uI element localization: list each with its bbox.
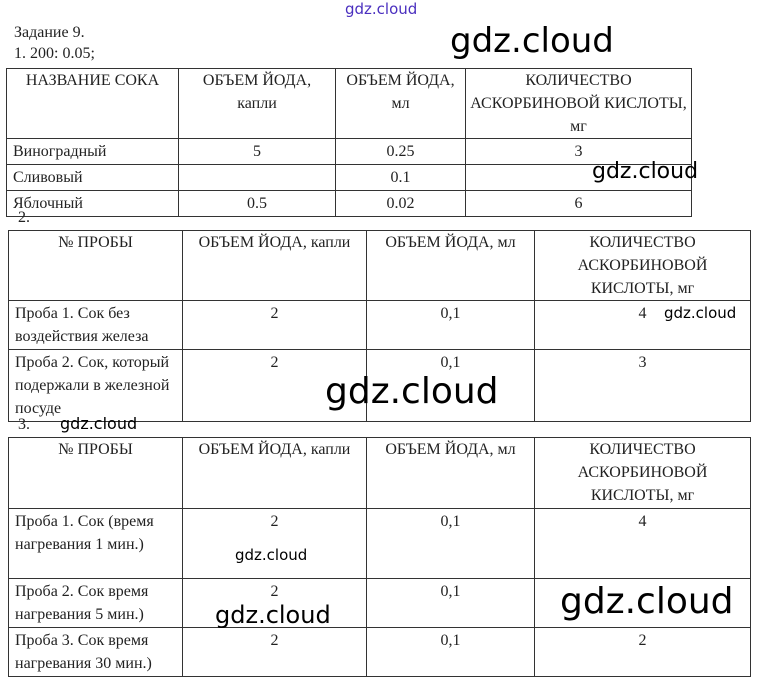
cell: Сливовый: [6, 164, 179, 191]
header: ОБЪЕМ ЙОДА, мл: [366, 230, 535, 301]
answer-3-label: 3.: [18, 416, 30, 433]
cell: 2: [182, 508, 367, 579]
cell: 0,1: [366, 627, 535, 677]
cell: 0.02: [335, 190, 466, 217]
cell: 3: [534, 349, 751, 422]
cell: 0.5: [178, 190, 336, 217]
header: ОБЪЕМ ЙОДА, капли: [178, 68, 336, 139]
cell: 0.25: [335, 138, 466, 165]
table-3: № ПРОБЫ ОБЪЕМ ЙОДА, капли ОБЪЕМ ЙОДА, мл…: [8, 437, 751, 677]
table-row: Проба 2. Сок, который подержали в железн…: [8, 349, 751, 422]
watermark: gdz.cloud: [325, 371, 499, 412]
cell: 0,1: [366, 349, 535, 422]
header: № ПРОБЫ: [8, 230, 183, 301]
header: ОБЪЕМ ЙОДА, капли: [182, 230, 367, 301]
cell: Проба 2. Сок время нагревания 5 мин.): [8, 578, 183, 628]
watermark: gdz.cloud: [592, 159, 699, 184]
cell: [178, 164, 336, 191]
watermark: gdz.cloud: [235, 546, 308, 564]
cell: Проба 3. Сок время нагревания 30 мин.): [8, 627, 183, 677]
task-title: Задание 9.: [14, 24, 85, 41]
table-row: Проба 1. Сок (время нагревания 1 мин.) 2 0…: [8, 508, 751, 579]
cell: 4: [534, 300, 751, 350]
header: ОБЪЕМ ЙОДА, мл: [335, 68, 466, 139]
header: ОБЪЕМ ЙОДА, мл: [366, 437, 535, 509]
table-row: Яблочный 0.5 0.02 6: [6, 190, 692, 217]
cell: 5: [178, 138, 336, 165]
answer-2-label: 2.: [18, 209, 30, 226]
watermark: gdz.cloud: [450, 21, 614, 61]
table-row: Проба 1. Сок без воздействия железа 2 0,1 4: [8, 300, 751, 350]
table-2: № ПРОБЫ ОБЪЕМ ЙОДА, капли ОБЪЕМ ЙОДА, мл…: [8, 230, 751, 422]
cell: 6: [465, 190, 692, 217]
header: КОЛИЧЕСТВО АСКОРБИНОВОЙ КИСЛОТЫ, мг: [534, 437, 751, 509]
watermark: gdz.cloud: [215, 601, 331, 629]
table-1: НАЗВАНИЕ СОКА ОБЪЕМ ЙОДА, капли ОБЪЕМ ЙО…: [6, 68, 692, 217]
table-row: Сливовый 0.1: [6, 164, 692, 191]
header: НАЗВАНИЕ СОКА: [6, 68, 179, 139]
header: КОЛИЧЕСТВО АСКОРБИНОВОЙ КИСЛОТЫ, мг: [534, 230, 751, 301]
cell: 2: [182, 627, 367, 677]
cell: Проба 1. Сок (время нагревания 1 мин.): [8, 508, 183, 579]
answer-1: 1. 200: 0.05;: [14, 45, 95, 62]
header: № ПРОБЫ: [8, 437, 183, 509]
header: ОБЪЕМ ЙОДА, капли: [182, 437, 367, 509]
header: КОЛИЧЕСТВО АСКОРБИНОВОЙ КИСЛОТЫ, мг: [465, 68, 692, 139]
cell: Проба 1. Сок без воздействия железа: [8, 300, 183, 350]
cell: 2: [534, 627, 751, 677]
cell: Проба 2. Сок, который подержали в железн…: [8, 349, 183, 422]
cell: 2: [182, 300, 367, 350]
watermark-top: gdz.cloud: [345, 0, 418, 18]
cell: 0.1: [335, 164, 466, 191]
cell: 0,1: [366, 508, 535, 579]
cell: 2: [182, 349, 367, 422]
watermark: gdz.cloud: [560, 581, 734, 622]
cell: 0,1: [366, 300, 535, 350]
watermark: gdz.cloud: [60, 414, 138, 433]
table-row: Проба 3. Сок время нагревания 30 мин.) 2 0…: [8, 627, 751, 677]
cell: 0,1: [366, 578, 535, 628]
cell: 4: [534, 508, 751, 579]
cell: Яблочный: [6, 190, 179, 217]
table-row: Виноградный 5 0.25 3: [6, 138, 692, 165]
cell: 2: [182, 578, 367, 628]
watermark: gdz.cloud: [664, 304, 737, 322]
cell: Виноградный: [6, 138, 179, 165]
